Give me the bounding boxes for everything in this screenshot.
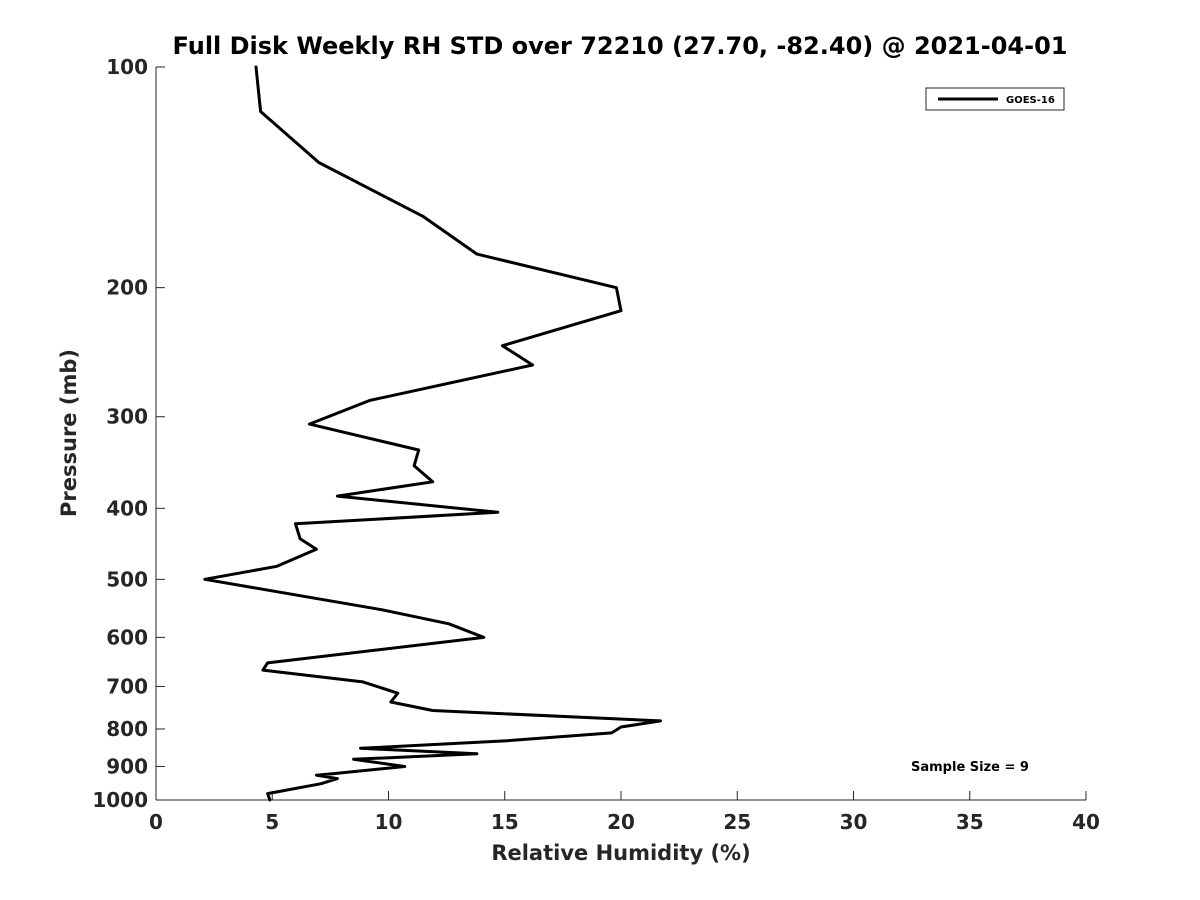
y-tick-label-7: 800 (106, 717, 148, 741)
series-line-goes-16 (203, 65, 662, 802)
x-tick-label-4: 20 (607, 810, 635, 834)
x-tick-label-7: 35 (956, 810, 984, 834)
x-tick-label-2: 10 (375, 810, 403, 834)
y-tick-label-6: 700 (106, 674, 148, 698)
legend-label-goes-16: GOES-16 (1006, 95, 1055, 106)
y-tick-label-1: 200 (106, 276, 148, 300)
chart-title: Full Disk Weekly RH STD over 72210 (27.7… (173, 32, 1068, 60)
x-ticks: 0 5 10 15 20 25 30 35 40 (149, 791, 1100, 834)
y-tick-label-0: 100 (106, 55, 148, 79)
y-tick-label-4: 500 (106, 567, 148, 591)
y-tick-label-9: 1000 (92, 788, 148, 812)
x-tick-label-5: 25 (723, 810, 751, 834)
x-tick-label-1: 5 (265, 810, 279, 834)
x-axis-label: Relative Humidity (%) (491, 841, 750, 865)
x-tick-label-0: 0 (149, 810, 163, 834)
y-tick-label-3: 400 (106, 496, 148, 520)
y-axis-label: Pressure (mb) (57, 349, 81, 517)
x-tick-label-6: 30 (840, 810, 868, 834)
series-layer (203, 65, 662, 802)
sample-size-annotation: Sample Size = 9 (911, 760, 1029, 775)
legend: GOES-16 (925, 87, 1065, 111)
y-tick-label-5: 600 (106, 625, 148, 649)
x-tick-label-3: 15 (491, 810, 519, 834)
y-ticks: 100 200 300 400 500 600 700 800 900 1000 (92, 55, 165, 812)
x-tick-label-8: 40 (1072, 810, 1100, 834)
y-tick-label-8: 900 (106, 754, 148, 778)
y-tick-label-2: 300 (106, 405, 148, 429)
